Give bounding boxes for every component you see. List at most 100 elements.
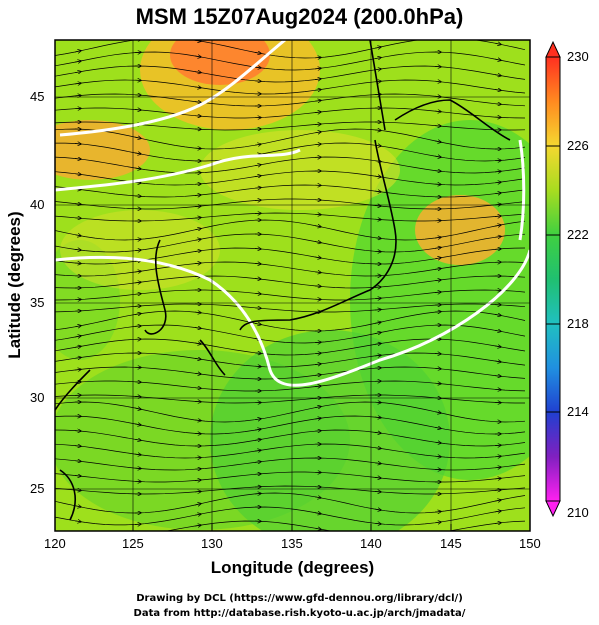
streamline-arrow [314,100,321,101]
streamline-arrow [494,216,501,217]
streamline-arrow [374,310,381,311]
streamline-arrow [74,263,81,264]
streamline-arrow [314,144,321,145]
streamline-arrow [314,431,321,432]
streamline-arrow [194,491,201,492]
streamline-arrow [194,239,201,240]
streamline-arrow [374,432,381,433]
streamline-arrow [494,43,501,44]
streamline-arrow [74,61,81,62]
streamline-arrow [194,72,201,73]
streamline-1 [55,51,526,71]
streamline-24 [55,352,526,368]
streamline-arrow [254,308,261,309]
streamline-20 [55,303,526,313]
streamline-16 [55,247,526,265]
streamline-arrow [434,368,441,369]
streamline-9 [55,156,526,174]
streamline-arrow [374,81,381,82]
streamline-arrow [194,358,201,359]
streamline-arrow [374,191,381,192]
streamline-arrow [314,386,321,387]
streamline-arrow [74,218,81,219]
streamline-arrow [494,500,501,501]
streamline-arrow [74,369,81,370]
streamline-arrow [74,174,81,175]
streamline-arrow [194,263,201,264]
x-tick-125: 125 [122,536,144,551]
streamline-arrow [374,69,381,70]
streamline-arrow [314,513,321,514]
streamline-arrow [434,81,441,82]
streamline-arrow [434,522,441,523]
streamline-arrow [494,75,501,76]
streamline-arrow [74,521,81,522]
streamline-arrow [314,286,321,287]
streamline-arrow [254,52,261,53]
streamline-2 [55,65,526,83]
isotherm-contours [55,40,530,387]
streamline-5 [55,107,526,119]
streamline-arrow [134,137,141,138]
streamline-29 [55,415,526,435]
streamline-arrow [314,375,321,376]
colorbar-label-222: 222 [567,227,589,242]
streamline-arrow [494,249,501,250]
streamline-arrow [254,165,261,166]
streamline-arrow [494,376,501,377]
streamline-arrow [254,144,261,145]
streamline-arrow [494,346,501,347]
streamline-arrow [134,110,141,111]
streamline-arrow [254,279,261,280]
streamline-arrow [194,388,201,389]
colorbar-label-230: 230 [567,49,589,64]
x-axis-label: Longitude (degrees) [210,558,375,577]
streamline-arrow [314,353,321,354]
streamline-11 [55,184,526,198]
streamline-22 [55,324,526,344]
streamline-arrow [194,420,201,421]
streamline-arrow [74,235,81,236]
streamline-arrow [254,67,261,68]
streamline-30 [55,429,526,447]
streamline-arrow [374,206,381,207]
streamline-arrow [254,249,261,250]
streamline-arrow [374,523,381,524]
streamline-arrow [494,236,501,237]
streamline-arrow [194,343,201,344]
x-tick-marks [54,524,531,531]
streamline-arrow [194,328,201,329]
streamline-arrow [134,326,141,327]
streamline-arrow [434,258,441,259]
streamline-17 [55,261,526,277]
streamline-arrow [194,373,201,374]
credit-data: Data from http://database.rish.kyoto-u.a… [133,608,466,619]
streamline-arrow [254,429,261,430]
streamline-arrow [194,312,201,313]
streamline-7 [55,128,526,150]
streamline-33 [55,471,526,483]
y-tick-35: 35 [30,295,45,310]
streamline-arrow [435,532,441,533]
streamline-arrow [314,242,321,243]
streamline-arrow [434,412,441,413]
streamline-arrow [134,408,141,409]
streamline-arrow [494,104,501,105]
streamline-arrow [494,511,501,512]
y-axis-label: Latitude (degrees) [5,211,24,359]
streamline-arrow [134,314,141,315]
streamline-arrow [374,343,381,344]
streamline-arrow [494,90,501,91]
streamline-arrow [374,463,381,464]
streamline-arrow [374,238,381,239]
streamline-arrow [434,292,441,293]
streamline-arrow [194,229,201,230]
streamline-arrow [194,56,201,57]
y-tick-25: 25 [30,481,45,496]
y-tick-45: 45 [30,89,45,104]
streamline-arrow [134,271,141,272]
streamline-arrow [434,156,441,157]
x-tick-150: 150 [519,536,541,551]
streamline-arrow [434,456,441,457]
streamline-arrow [374,477,381,478]
